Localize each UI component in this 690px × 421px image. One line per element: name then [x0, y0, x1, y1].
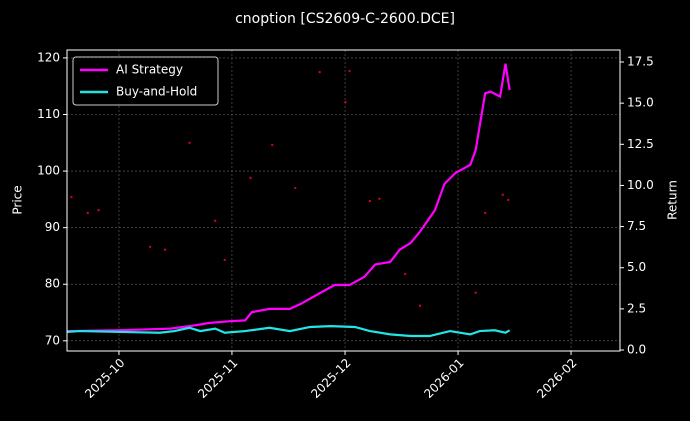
scatter-point — [418, 304, 422, 307]
scatter-point — [368, 199, 372, 203]
y-tick-label: 100 — [37, 164, 60, 178]
scatter-point — [483, 211, 487, 215]
legend-label: Buy-and-Hold — [116, 85, 197, 99]
scatter-point — [507, 198, 510, 202]
y2-tick-label: 15.0 — [627, 96, 654, 110]
scatter-point — [163, 248, 167, 251]
line — [67, 325, 511, 338]
y-tick-label: 110 — [37, 107, 60, 121]
scatter-point — [249, 176, 252, 180]
y2-tick-label: 12.5 — [627, 137, 654, 151]
legend-box — [72, 56, 219, 106]
y2-tick-label: 0.0 — [627, 343, 646, 357]
scatter-point — [318, 70, 321, 74]
scatter-point — [223, 258, 226, 262]
y2-tick-label: 2.5 — [627, 301, 646, 315]
scatter-point — [148, 245, 152, 249]
chart-title: cnoption [CS2609-C-2600.DCE] — [235, 11, 455, 27]
scatter-point — [214, 219, 217, 223]
y2-tick-label: 10.0 — [627, 178, 654, 192]
scatter-point — [271, 143, 274, 147]
y-tick-label: 80 — [45, 277, 60, 291]
scatter-point — [97, 208, 100, 212]
y-axis-label: Price — [11, 185, 25, 214]
y2-tick-label: 5.0 — [627, 260, 646, 274]
y2-axis-label: Return — [666, 180, 680, 220]
y2-tick-label: 17.5 — [627, 55, 654, 69]
y2-tick-label: 7.5 — [627, 219, 646, 233]
scatter-point — [378, 197, 381, 201]
scatter-point — [188, 141, 191, 144]
y-tick-label: 90 — [45, 220, 60, 234]
line — [67, 63, 511, 333]
y-tick-label: 120 — [37, 50, 60, 64]
scatter-point — [474, 291, 477, 294]
scatter-point — [70, 195, 73, 199]
plot-frame — [66, 49, 621, 352]
scatter-point — [344, 100, 347, 104]
scatter-point — [294, 186, 297, 190]
y-tick-label: 70 — [45, 333, 60, 347]
scatter-point — [86, 211, 89, 215]
legend-label: AI Strategy — [116, 63, 183, 77]
scatter-point — [501, 193, 505, 197]
scatter-point — [403, 272, 407, 276]
scatter-point — [348, 69, 351, 73]
